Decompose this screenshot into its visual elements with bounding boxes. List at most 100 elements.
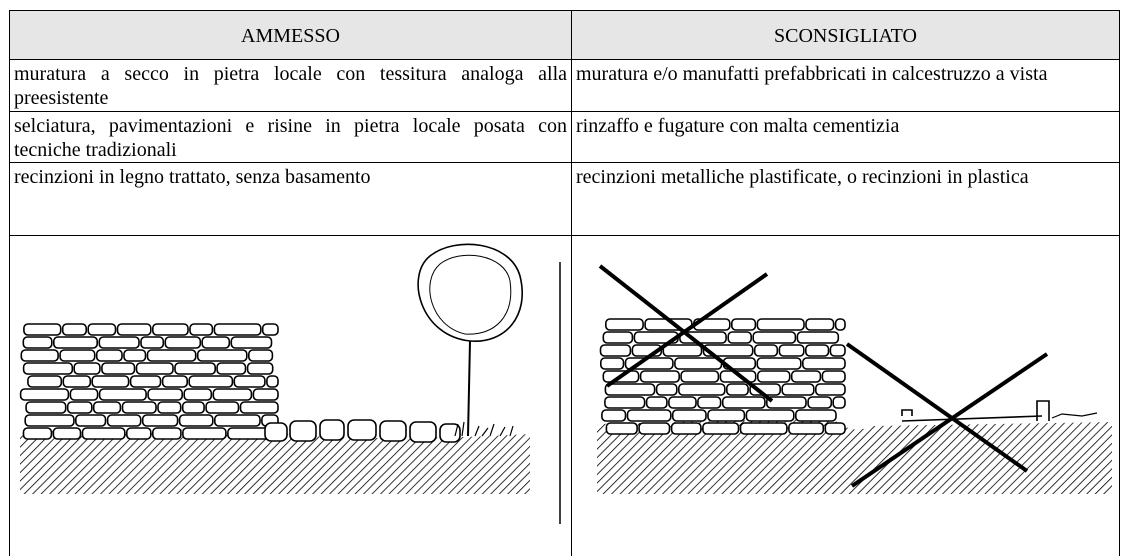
stone: [190, 324, 212, 335]
grass: [455, 422, 513, 436]
stone: [836, 319, 845, 330]
stone: [124, 350, 146, 361]
stone: [803, 358, 845, 369]
stone: [234, 376, 265, 387]
grass: [1052, 413, 1097, 418]
stone: [253, 389, 278, 400]
stone: [267, 376, 278, 387]
image-cell: [10, 236, 572, 556]
stone: [248, 363, 273, 374]
stone: [703, 423, 739, 434]
stone: [24, 324, 61, 335]
stone: [663, 345, 701, 356]
stone: [606, 319, 643, 330]
stone: [231, 337, 271, 348]
stone: [202, 337, 229, 348]
stone: [833, 397, 845, 408]
stone: [732, 319, 756, 330]
stone: [796, 410, 836, 421]
stone: [141, 337, 163, 348]
stone: [97, 350, 122, 361]
stone: [23, 337, 52, 348]
stone: [241, 402, 279, 413]
stone: [603, 332, 632, 343]
stone: [60, 350, 95, 361]
stone: [601, 358, 624, 369]
stone: [672, 423, 701, 434]
stone: [158, 402, 181, 413]
stone: [806, 319, 834, 330]
stone: [189, 376, 232, 387]
stone: [198, 350, 247, 361]
stone: [675, 358, 722, 369]
row: recinzioni in legno trattato, senza basa…: [10, 163, 1120, 236]
stone: [137, 363, 174, 374]
stone: [165, 337, 200, 348]
stone: [28, 376, 61, 387]
stone: [698, 397, 721, 408]
stone: [727, 384, 748, 395]
stone: [92, 376, 128, 387]
stone: [217, 363, 245, 374]
stone: [789, 423, 823, 434]
stone: [822, 371, 845, 382]
stone: [94, 402, 121, 413]
cell: rinzaffo e fugature con malta cementizia: [572, 112, 1120, 163]
stone: [679, 384, 725, 395]
stone: [746, 410, 793, 421]
stone: [153, 428, 181, 439]
stone: [21, 389, 69, 400]
stone: [108, 415, 141, 426]
stone: [808, 397, 831, 408]
stone: [175, 363, 215, 374]
paving: [265, 420, 460, 442]
stone: [647, 397, 667, 408]
stone: [669, 397, 696, 408]
stone: [628, 410, 671, 421]
stone: [148, 389, 182, 400]
stone: [657, 384, 677, 395]
stone: [755, 345, 778, 356]
guideline-table: AMMESSO SCONSIGLIATO muratura a secco in…: [9, 10, 1120, 556]
row: muratura a secco in pietra locale con te…: [10, 60, 1120, 112]
stone: [816, 384, 845, 395]
stone: [183, 402, 204, 413]
stone: [214, 324, 260, 335]
stone: [605, 397, 645, 408]
stone: [53, 428, 80, 439]
stone: [767, 397, 806, 408]
stone: [127, 428, 151, 439]
stone: [206, 402, 238, 413]
stone: [21, 350, 58, 361]
stone: [758, 371, 790, 382]
stone: [728, 332, 751, 343]
discouraged-illustration: [572, 236, 1119, 556]
stone: [54, 337, 97, 348]
stone: [806, 345, 829, 356]
stone: [605, 384, 654, 395]
stone: [606, 423, 637, 434]
stone: [602, 410, 626, 421]
stone: [63, 376, 90, 387]
stone: [263, 324, 278, 335]
stone: [213, 389, 251, 400]
tree-trunk: [468, 341, 470, 436]
stone: [131, 376, 161, 387]
stone: [143, 415, 178, 426]
row: selciatura, pavimentazioni e risine in p…: [10, 112, 1120, 163]
header-cell: SCONSIGLIATO: [572, 11, 1120, 60]
stone: [83, 428, 125, 439]
stone: [63, 324, 86, 335]
stone-wall: [21, 324, 278, 439]
image-cell: [572, 236, 1120, 556]
stone: [74, 363, 100, 374]
cell: muratura a secco in pietra locale con te…: [10, 60, 572, 112]
stone: [639, 423, 669, 434]
stone: [753, 332, 795, 343]
cell: recinzioni metalliche plastificate, o re…: [572, 163, 1120, 236]
stone: [123, 402, 157, 413]
stone: [825, 423, 845, 434]
stone: [70, 389, 97, 400]
stone: [68, 402, 92, 413]
